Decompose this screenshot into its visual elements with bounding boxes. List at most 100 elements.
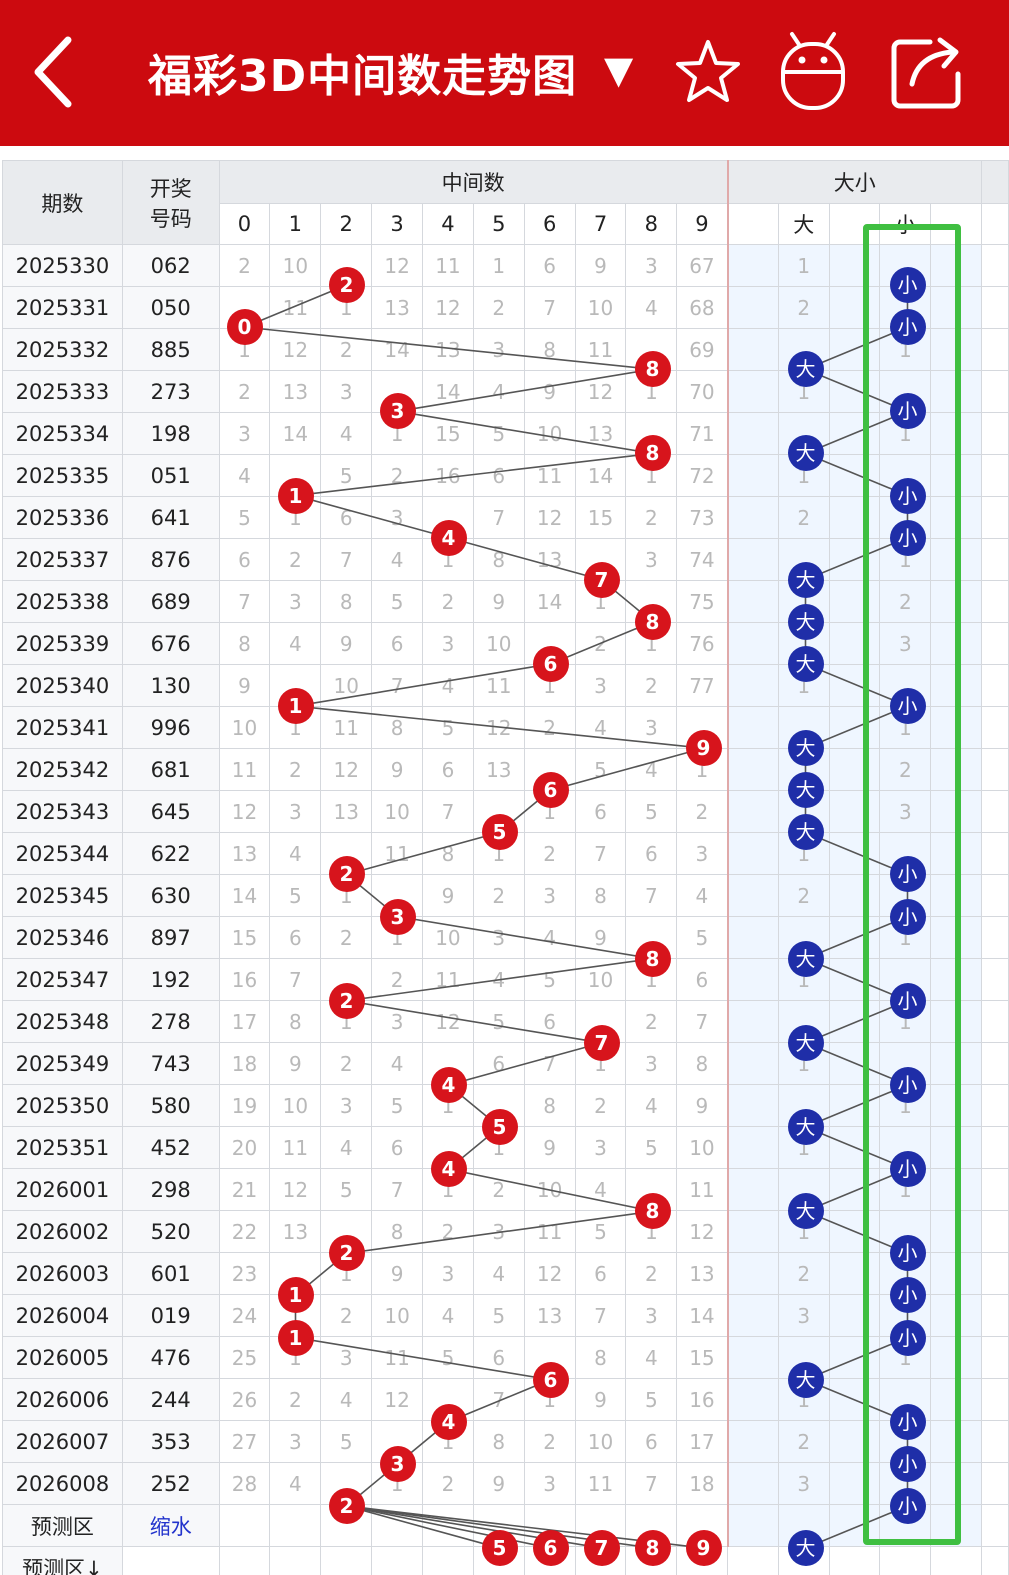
size-cell xyxy=(726,1252,779,1295)
table-row: 2025330 062 2 10 12 11 1 6 9 3 67 1 xyxy=(2,244,1009,287)
shrink-link[interactable]: 缩水 xyxy=(121,1504,220,1547)
row-code: 580 xyxy=(121,1084,220,1127)
miss-cell: 17 xyxy=(676,1420,729,1463)
miss-cell: 11 xyxy=(676,1168,729,1211)
row-code: 051 xyxy=(121,454,220,497)
miss-cell: 12 xyxy=(320,748,373,791)
row-period: 2025332 xyxy=(2,328,123,371)
size-ball: 小 xyxy=(889,1403,926,1440)
table-row: 2026007 353 27 3 5 1 8 2 10 6 17 2 xyxy=(2,1420,1009,1463)
size-cell xyxy=(726,748,779,791)
size-cell xyxy=(828,1252,881,1295)
row-period: 2025341 xyxy=(2,706,123,749)
row-code: 192 xyxy=(121,958,220,1001)
robot-icon[interactable] xyxy=(778,30,848,112)
miss-cell: 6 xyxy=(320,496,373,539)
caret-down-icon[interactable]: ▼ xyxy=(604,48,634,92)
prediction-ball: 7 xyxy=(583,1530,620,1567)
middle-digit-ball: 8 xyxy=(634,1193,671,1230)
miss-cell: 3 xyxy=(269,580,322,623)
miss-cell: 4 xyxy=(574,706,627,749)
miss-cell: 4 xyxy=(472,1252,525,1295)
miss-cell: 2 xyxy=(676,790,729,833)
miss-cell: 3 xyxy=(676,832,729,875)
size-ball: 小 xyxy=(889,1445,926,1482)
size-cell xyxy=(726,1378,779,1421)
size-cell xyxy=(828,454,881,497)
row-code: 278 xyxy=(121,1000,220,1043)
share-icon[interactable] xyxy=(890,34,966,110)
size-ball: 小 xyxy=(889,898,926,935)
miss-cell: 3 xyxy=(320,370,373,413)
middle-digit-ball: 0 xyxy=(226,309,263,346)
row-code: 062 xyxy=(121,244,220,287)
middle-digit-ball: 8 xyxy=(634,603,671,640)
miss-cell: 76 xyxy=(676,622,729,665)
miss-cell: 10 xyxy=(371,790,423,833)
middle-trend-line xyxy=(244,284,704,1507)
size-cell xyxy=(726,832,779,875)
size-cell xyxy=(828,1420,881,1463)
miss-cell: 9 xyxy=(422,874,474,917)
miss-cell: 12 xyxy=(269,328,322,371)
miss-cell: 13 xyxy=(676,1252,729,1295)
row-period: 2025349 xyxy=(2,1042,123,1085)
size-cell xyxy=(777,1084,830,1127)
miss-cell: 9 xyxy=(523,370,576,413)
miss-cell: 11 xyxy=(269,1126,322,1169)
miss-cell: 4 xyxy=(269,1462,322,1505)
size-cell xyxy=(828,874,881,917)
back-icon[interactable] xyxy=(30,34,76,110)
table-row: 2025350 580 19 10 3 5 1 8 2 4 9 1 xyxy=(2,1084,1009,1127)
size-ball: 小 xyxy=(889,519,926,556)
miss-cell: 10 xyxy=(269,244,322,287)
size-ball: 小 xyxy=(889,267,926,304)
row-period: 2026008 xyxy=(2,1462,123,1505)
row-period: 2026002 xyxy=(2,1210,123,1253)
miss-cell: 3 xyxy=(472,1210,525,1253)
middle-digit-ball: 7 xyxy=(583,1024,620,1061)
miss-cell: 73 xyxy=(676,496,729,539)
row-period: 2026007 xyxy=(2,1420,123,1463)
page-title[interactable]: 福彩3D中间数走势图 xyxy=(148,51,578,102)
miss-cell: 2 xyxy=(574,1084,627,1127)
middle-digit-ball: 2 xyxy=(328,856,365,893)
size-cell xyxy=(726,496,779,539)
column-header-big: 大 xyxy=(777,203,830,245)
miss-cell: 9 xyxy=(472,1462,525,1505)
row-code: 630 xyxy=(121,874,220,917)
miss-cell: 11 xyxy=(422,244,474,287)
miss-cell: 3 xyxy=(269,1420,322,1463)
miss-cell: 12 xyxy=(523,1252,576,1295)
row-code: 198 xyxy=(121,412,220,455)
middle-digit-ball: 4 xyxy=(430,1066,467,1103)
middle-digit-ball: 6 xyxy=(532,1361,569,1398)
prediction-ball: 6 xyxy=(532,1530,569,1567)
middle-digit-ball: 2 xyxy=(328,1487,365,1524)
size-ball: 小 xyxy=(889,309,926,346)
size-cell xyxy=(726,286,779,329)
miss-cell: 2 xyxy=(422,1462,474,1505)
size-cell xyxy=(828,916,881,959)
miss-cell: 2 xyxy=(218,244,271,287)
middle-digit-ball: 4 xyxy=(430,1151,467,1188)
size-cell xyxy=(726,1126,779,1169)
size-ball: 小 xyxy=(889,982,926,1019)
miss-cell: 2 xyxy=(320,916,373,959)
miss-cell: 9 xyxy=(676,1084,729,1127)
row-period: 2025336 xyxy=(2,496,123,539)
size-ball: 大 xyxy=(787,1361,824,1398)
size-cell xyxy=(726,790,779,833)
miss-cell: 8 xyxy=(320,580,373,623)
column-header-digit-1: 1 xyxy=(269,203,322,245)
size-cell: 1 xyxy=(777,244,830,287)
miss-cell: 70 xyxy=(676,370,729,413)
miss-cell: 11 xyxy=(523,454,576,497)
row-period: 2025331 xyxy=(2,286,123,329)
miss-cell: 13 xyxy=(523,538,576,581)
miss-cell: 5 xyxy=(625,1378,678,1421)
star-icon[interactable] xyxy=(674,38,742,106)
middle-digit-ball: 8 xyxy=(634,351,671,388)
middle-digit-ball: 1 xyxy=(277,477,314,514)
table-row: 2026005 476 25 1 3 11 5 6 8 4 15 1 xyxy=(2,1336,1009,1379)
